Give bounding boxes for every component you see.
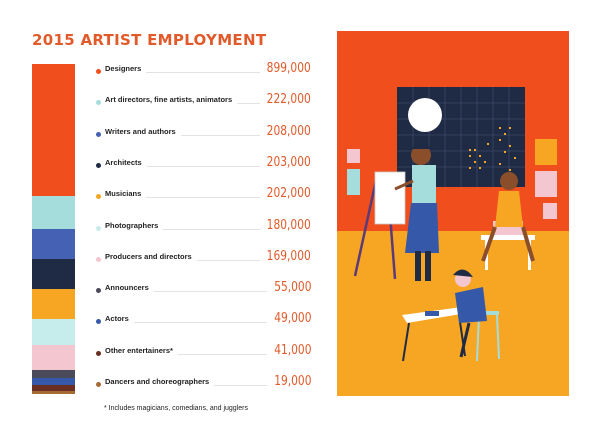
category-label: Art directors, fine artists, animators: [105, 95, 233, 105]
legend-row: Photographers 180,000: [96, 217, 311, 240]
sketching-figure: [402, 269, 500, 362]
leader-line: [134, 322, 268, 324]
value-label: 19,000: [271, 374, 311, 389]
value-label: 169,000: [264, 248, 311, 264]
value-label: 180,000: [264, 217, 311, 233]
value-label: 202,000: [264, 186, 311, 202]
chart-title: 2015 ARTIST EMPLOYMENT: [32, 31, 267, 49]
leader-line: [147, 165, 261, 167]
category-label: Designers: [105, 64, 142, 73]
legend-dot: [96, 131, 101, 137]
bar-segment: [32, 385, 75, 392]
legend-row: Designers 899,000: [96, 61, 311, 83]
legend-row: Dancers and choreographers 19,000: [96, 374, 311, 396]
bar-segment: [32, 369, 75, 378]
legend-row: Other entertainers* 41,000: [96, 342, 311, 365]
frame-small: [543, 203, 557, 219]
category-label: Musicians: [105, 189, 142, 199]
category-label: Other entertainers*: [105, 345, 173, 355]
legend-dot: [96, 100, 101, 106]
category-label: Producers and directors: [105, 251, 192, 261]
bar-segment: [32, 377, 75, 386]
leader-line: [146, 197, 261, 199]
value-label: 899,000: [264, 61, 311, 76]
frame-teal: [347, 169, 360, 195]
frame-orange: [535, 139, 557, 165]
frame-pink: [347, 149, 360, 163]
leader-line: [163, 228, 261, 230]
artists-at-work-illustration: [337, 31, 569, 396]
category-label: Writers and authors: [105, 126, 176, 136]
legend-dot: [96, 194, 101, 200]
value-label: 49,000: [271, 311, 311, 327]
leader-line: [181, 134, 261, 136]
bar-segment: [32, 228, 75, 260]
legend-row: Announcers 55,000: [96, 280, 311, 302]
frame-pink-right: [535, 171, 557, 197]
legend-row: Actors 49,000: [96, 311, 311, 333]
leader-line: [154, 291, 268, 293]
category-label: Photographers: [105, 220, 159, 230]
value-label: 222,000: [264, 92, 311, 108]
legend-row: Writers and authors 208,000: [96, 123, 311, 146]
footnote: * Includes magicians, comedians, and jug…: [104, 405, 248, 412]
legend-row: Architects 203,000: [96, 154, 311, 177]
legend-dot: [96, 162, 101, 168]
category-label: Announcers: [105, 283, 149, 293]
legend-row: Art directors, fine artists, animators 22…: [96, 92, 311, 114]
value-label: 55,000: [271, 280, 311, 296]
legend-row: Musicians 202,000: [96, 186, 311, 208]
painter: [353, 143, 439, 281]
category-label: Actors: [105, 314, 129, 324]
bar-segment: [32, 391, 75, 394]
legend-dot: [96, 69, 101, 74]
leader-line: [178, 353, 268, 355]
legend-dot: [96, 225, 101, 231]
bar-segment: [32, 64, 75, 197]
bar-segment: [32, 259, 75, 289]
category-label: Dancers and choreographers: [105, 377, 210, 386]
leader-line: [146, 72, 261, 73]
value-label: 203,000: [264, 154, 311, 170]
moon: [408, 98, 442, 132]
value-label: 41,000: [271, 342, 311, 358]
legend-dot: [96, 382, 101, 387]
stacked-bar: [32, 64, 75, 394]
leader-line: [237, 103, 261, 105]
legend-dot: [96, 256, 101, 262]
bar-segment: [32, 288, 75, 319]
legend-dot: [96, 350, 101, 356]
seated-figure: [481, 172, 535, 270]
value-label: 208,000: [264, 123, 311, 139]
bar-segment: [32, 345, 75, 370]
bar-segment: [32, 196, 75, 229]
legend-dot: [96, 288, 101, 294]
category-label: Architects: [105, 157, 142, 167]
bar-segment: [32, 318, 75, 346]
legend-dot: [96, 319, 101, 325]
leader-line: [197, 259, 261, 261]
legend-row: Producers and directors 169,000: [96, 248, 311, 271]
leader-line: [214, 385, 268, 386]
